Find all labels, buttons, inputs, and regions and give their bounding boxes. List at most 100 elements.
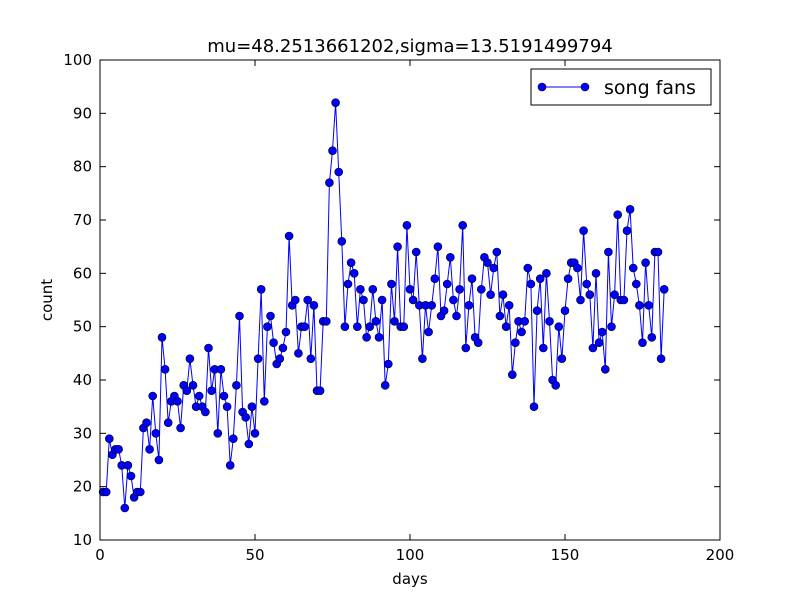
data-point — [405, 285, 415, 294]
data-point — [641, 258, 650, 267]
data-point — [151, 429, 161, 438]
data-point — [467, 274, 477, 283]
data-point — [173, 397, 182, 406]
data-point — [235, 311, 244, 321]
data-point — [418, 354, 427, 363]
data-point — [377, 295, 387, 305]
data-point — [229, 434, 238, 443]
data-point — [306, 354, 316, 363]
data-point — [315, 386, 325, 395]
data-point — [631, 279, 641, 289]
data-point — [374, 333, 384, 342]
x-tick-label: 150 — [551, 546, 580, 564]
data-point — [356, 285, 365, 294]
data-point — [576, 295, 585, 305]
data-point — [328, 146, 337, 155]
data-point — [275, 354, 285, 363]
data-point — [126, 471, 136, 481]
data-point — [452, 311, 461, 321]
data-point — [154, 455, 164, 465]
data-point — [504, 301, 514, 310]
data-point — [201, 407, 210, 417]
data-point — [492, 247, 502, 257]
plot-frame — [99, 59, 721, 541]
data-point — [340, 322, 350, 331]
data-point — [250, 429, 260, 438]
x-tick-label: 100 — [396, 546, 425, 564]
data-point — [523, 263, 533, 273]
data-point — [411, 247, 421, 257]
data-point — [241, 413, 250, 422]
data-point — [647, 333, 657, 342]
data-point — [591, 269, 601, 278]
y-tick-label: 90 — [73, 104, 92, 122]
data-point — [442, 279, 452, 289]
data-point — [343, 279, 353, 289]
data-point — [445, 253, 455, 262]
data-point — [321, 317, 331, 326]
data-point — [346, 258, 356, 267]
data-point — [163, 418, 173, 427]
data-point — [439, 306, 449, 315]
data-point — [520, 317, 530, 326]
y-axis-label: count — [38, 279, 56, 321]
data-point — [588, 343, 598, 353]
data-point — [610, 290, 619, 299]
data-point — [579, 226, 588, 235]
data-point — [278, 343, 288, 353]
data-point — [535, 274, 545, 283]
data-point — [464, 301, 474, 310]
data-point — [303, 295, 313, 305]
data-point — [538, 343, 548, 353]
x-tick-label: 200 — [706, 546, 735, 564]
y-tick-label: 70 — [73, 211, 92, 229]
data-point — [653, 247, 663, 257]
data-point — [659, 285, 669, 294]
data-point — [619, 295, 629, 305]
data-point — [449, 295, 458, 305]
data-point — [253, 354, 263, 363]
data-point — [281, 327, 291, 337]
data-point — [123, 461, 133, 470]
data-point — [517, 327, 526, 337]
data-point — [486, 290, 495, 299]
data-point — [204, 343, 213, 353]
data-point — [507, 370, 517, 379]
data-point — [188, 381, 198, 390]
data-point — [635, 301, 644, 310]
data-point — [365, 322, 375, 331]
data-point — [551, 381, 561, 390]
data-point — [554, 322, 564, 331]
data-point — [290, 295, 300, 305]
data-point — [371, 317, 381, 326]
data-point — [222, 402, 232, 411]
data-point — [511, 338, 520, 347]
data-point — [458, 221, 468, 230]
data-point — [142, 418, 151, 427]
data-point — [600, 365, 610, 374]
data-point — [644, 301, 654, 310]
data-point — [393, 242, 402, 251]
x-tick-label: 0 — [95, 546, 105, 564]
data-point — [247, 402, 257, 411]
y-tick-label: 60 — [73, 264, 92, 282]
legend-label-song-fans: song fans — [604, 77, 696, 99]
data-point — [185, 354, 195, 363]
data-point — [656, 354, 666, 363]
data-point — [244, 439, 254, 449]
data-point — [349, 269, 359, 278]
data-point — [207, 386, 216, 395]
data-point — [532, 306, 542, 315]
data-point — [545, 317, 554, 326]
data-point — [145, 445, 154, 454]
data-point — [157, 333, 167, 342]
data-point — [225, 461, 235, 470]
data-point — [101, 487, 111, 497]
data-point — [114, 445, 123, 454]
data-point — [597, 327, 607, 337]
data-point — [232, 381, 241, 390]
data-point — [402, 221, 412, 230]
data-point — [560, 306, 570, 315]
data-point — [383, 359, 393, 369]
